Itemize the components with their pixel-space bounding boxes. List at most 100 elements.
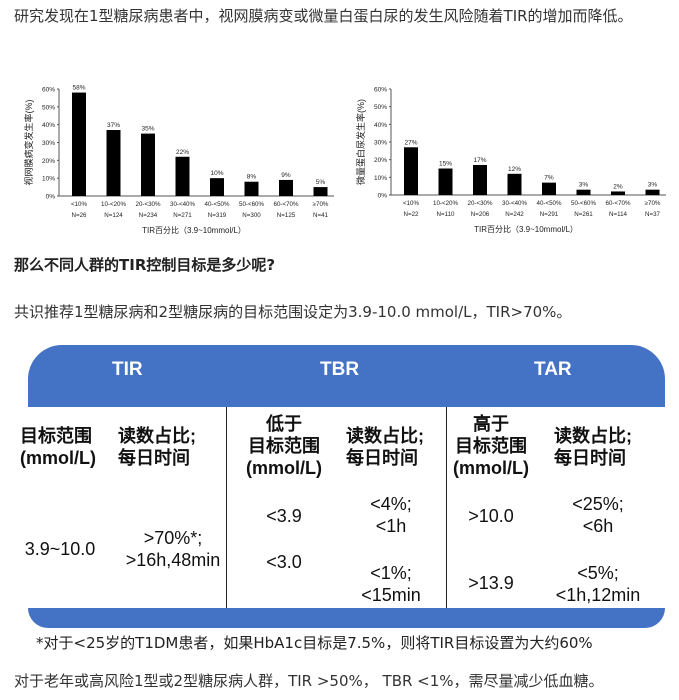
tbr-pct-2: <1%; <15min (361, 563, 421, 605)
header-tbr: TBR (320, 359, 360, 380)
data-label: 17% (473, 157, 486, 164)
tir-pct: >70%*; >16h,48min (125, 528, 221, 570)
tir-range: 3.9~10.0 (24, 539, 96, 559)
tbr-range-head: 低于 目标范围 (mmol/L) (246, 414, 322, 478)
divider (226, 407, 227, 609)
bar (106, 130, 121, 196)
n-label: N=234 (139, 212, 158, 219)
category-label: <10% (71, 201, 87, 208)
divider (446, 407, 447, 609)
y-tick-label: 40% (374, 122, 387, 129)
microalbuminuria-chart: 0% 10% 20% 30% 40% 50% 60% 27% <10% N=22 15% 10-<20… (355, 87, 666, 234)
bar (175, 156, 190, 196)
bar (542, 182, 556, 195)
bar (611, 191, 625, 195)
data-label: 8% (247, 174, 257, 181)
y-tick-label: 20% (42, 158, 55, 165)
y-tick-label: 60% (374, 87, 387, 94)
tir-pct-head: 读数占比; 每日时间 (118, 426, 196, 468)
n-label: N=271 (173, 212, 192, 219)
tar-pct-head: 读数占比; 每日时间 (554, 426, 632, 468)
category-label: ≥70% (313, 201, 329, 208)
data-label: 9% (281, 172, 291, 179)
category-label: 10-<20% (101, 201, 126, 208)
y-tick-label: 60% (42, 87, 55, 94)
n-label: N=319 (208, 212, 227, 219)
y-axis-title: 视网膜病变发生率(%) (23, 100, 34, 186)
y-tick-label: 50% (42, 104, 55, 111)
tar-range-1: >10.0 (468, 506, 514, 526)
data-label: 2% (613, 183, 623, 190)
bar (645, 189, 660, 195)
y-tick-label: 10% (42, 176, 55, 183)
data-label: 3% (579, 182, 589, 189)
y-tick-label: 30% (374, 140, 387, 147)
category-label: 50-<60% (571, 200, 596, 207)
category-label: ≥70% (645, 200, 661, 207)
category-label: 30-<40% (502, 200, 527, 207)
n-label: N=26 (72, 212, 88, 219)
intro-paragraph: 研究发现在1型糖尿病患者中，视网膜病变或微量白蛋白尿的发生风险随着TIR的增加而… (14, 7, 633, 25)
n-label: N=124 (104, 212, 123, 219)
recommendation-paragraph: 共识推荐1型糖尿病和2型糖尿病的目标范围设定为3.9-10.0 mmol/L，T… (14, 303, 572, 321)
tir-range-head: 目标范围 (mmol/L) (20, 426, 96, 468)
category-label: 40-<50% (537, 200, 562, 207)
retinopathy-chart: 0% 10% 20% 30% 40% 50% 60% 58% <10% N=26 37% 10-<20… (23, 85, 334, 235)
y-tick-label: 10% (374, 175, 387, 182)
n-label: N=125 (277, 212, 296, 219)
table-footnote: *对于<25岁的T1DM患者，如果HbA1c目标是7.5%，则将TIR目标设置为… (36, 634, 593, 652)
tar-pct-2: <5%; <1h,12min (555, 563, 641, 605)
y-axis-title: 微量蛋白尿发生率(%) (355, 99, 366, 185)
bar (141, 133, 155, 196)
tar-range-head: 高于 目标范围 (mmol/L) (453, 414, 529, 478)
bar (279, 179, 293, 196)
y-tick-label: 30% (42, 140, 55, 147)
n-label: N=242 (505, 211, 524, 218)
closing-paragraph: 对于老年或高风险1型或2型糖尿病人群，TIR >50%， TBR <1%，需尽量… (14, 672, 604, 690)
category-label: 20-<30% (468, 200, 493, 207)
data-label: 3% (648, 182, 658, 189)
category-label: 30-<40% (170, 201, 195, 208)
n-label: N=206 (471, 211, 490, 218)
bar (210, 178, 224, 196)
bar (576, 189, 591, 195)
tbr-range-1: <3.9 (266, 506, 302, 526)
n-label: N=291 (540, 211, 559, 218)
y-tick-label: 0% (378, 193, 388, 200)
data-label: 10% (210, 170, 223, 177)
data-label: 35% (141, 126, 154, 133)
y-tick-label: 40% (42, 122, 55, 129)
category-label: 20-<30% (136, 201, 161, 208)
data-label: 58% (72, 85, 85, 92)
question-heading: 那么不同人群的TIR控制目标是多少呢? (14, 256, 276, 274)
tbr-range-2: <3.0 (266, 552, 302, 572)
category-label: 10-<20% (433, 200, 458, 207)
bar (473, 164, 487, 195)
header-tar: TAR (534, 359, 572, 380)
x-axis-title: TIR百分比（3.9~10mmol/L） (142, 225, 246, 235)
tar-range-2: >13.9 (468, 573, 514, 593)
bar (507, 173, 522, 195)
category-label: 50-<60% (239, 201, 264, 208)
data-label: 15% (439, 161, 452, 168)
tir-target-table: TIR TBR TAR 目标范围 (mmol/L) 读数占比; 每日时间 3.9~1… (20, 345, 665, 628)
data-label: 12% (508, 166, 521, 173)
n-label: N=37 (645, 211, 661, 218)
n-label: N=261 (574, 211, 593, 218)
tbr-pct-1: <4%; <1h (370, 494, 412, 536)
n-label: N=22 (404, 211, 420, 218)
category-label: <10% (403, 200, 419, 207)
bar (244, 181, 259, 196)
header-tir: TIR (112, 359, 143, 380)
n-label: N=300 (242, 212, 261, 219)
bar (438, 168, 453, 195)
data-label: 37% (107, 122, 120, 129)
n-label: N=41 (313, 212, 329, 219)
table-header-bar (28, 345, 665, 407)
data-label: 22% (176, 149, 189, 156)
table-footer-bar (28, 608, 665, 628)
category-label: 40-<50% (205, 201, 230, 208)
x-axis-title: TIR百分比（3.9~10mmol/L） (474, 224, 578, 234)
y-tick-label: 0% (46, 194, 56, 201)
n-label: N=114 (609, 211, 628, 218)
